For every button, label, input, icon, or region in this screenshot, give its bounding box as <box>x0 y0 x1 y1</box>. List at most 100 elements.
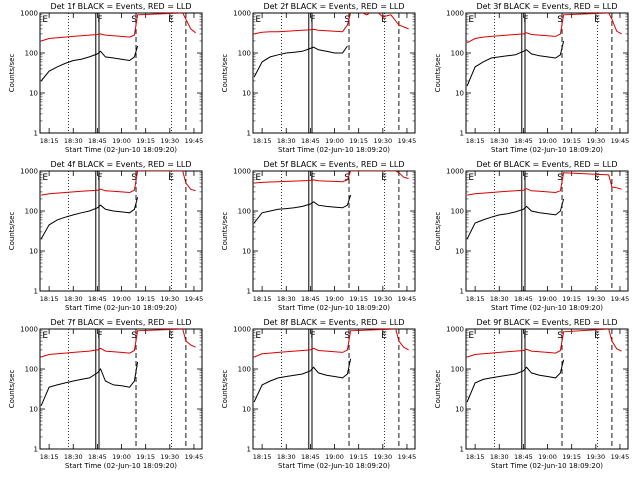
y-tick-label: 100 <box>451 50 464 58</box>
y-tick-label: 100 <box>238 50 251 58</box>
x-tick-label: 18:15 <box>466 137 485 145</box>
x-tick-label: 19:00 <box>325 137 344 145</box>
lld-series-line <box>466 329 622 358</box>
y-tick-label: 1000 <box>446 168 464 176</box>
x-tick-label: 19:30 <box>160 295 179 303</box>
panel-title: Det 7f BLACK = Events, RED = LLD <box>50 318 191 327</box>
plot-frame <box>465 170 629 292</box>
x-tick-label: 19:15 <box>136 295 155 303</box>
panel-title: Det 9f BLACK = Events, RED = LLD <box>476 318 617 327</box>
x-tick-label: 18:45 <box>514 453 533 461</box>
detector-panel: Det 7f BLACK = Events, RED = LLD 1 10 100 10… <box>8 318 203 470</box>
detector-panel: Det 6f BLACK = Events, RED = LLD 1 10 100 10… <box>434 160 629 312</box>
y-tick-label: 1 <box>247 288 251 296</box>
y-tick-label: 1000 <box>20 168 38 176</box>
flag-label-e: E <box>168 173 174 183</box>
x-tick-label: 19:45 <box>185 295 204 303</box>
y-tick-label: 1000 <box>233 10 251 18</box>
flag-label-e: E <box>255 173 261 183</box>
events-series-line <box>40 197 139 240</box>
flag-label-s: S <box>131 331 137 341</box>
flag-label-s: S <box>344 173 350 183</box>
x-tick-label: 18:45 <box>301 295 320 303</box>
detector-panel: Det 5f BLACK = Events, RED = LLD 1 10 100 10… <box>221 160 416 312</box>
y-tick-label: 1000 <box>233 326 251 334</box>
x-tick-label: 19:45 <box>398 453 417 461</box>
x-tick-label: 19:15 <box>562 453 581 461</box>
x-axis-label: Start Time (02-Jun-10 18:09:20) <box>65 462 177 470</box>
y-tick-label: 1 <box>247 130 251 138</box>
flag-label-f: F <box>310 331 315 341</box>
y-tick-label: 1000 <box>446 10 464 18</box>
y-axis-label: Counts/sec <box>221 54 229 93</box>
detector-panel: Det 8f BLACK = Events, RED = LLD 1 10 100 10… <box>221 318 416 470</box>
plot-frame <box>252 170 416 292</box>
x-tick-label: 18:45 <box>514 295 533 303</box>
y-tick-label: 10 <box>242 90 251 98</box>
x-tick-label: 18:15 <box>253 137 272 145</box>
lld-series-line <box>467 172 622 196</box>
x-tick-label: 18:30 <box>277 295 296 303</box>
x-tick-label: 19:30 <box>373 295 392 303</box>
y-tick-label: 100 <box>451 366 464 374</box>
x-tick-label: 19:15 <box>562 295 581 303</box>
x-tick-label: 18:15 <box>466 453 485 461</box>
x-axis-label: Start Time (02-Jun-10 18:09:20) <box>491 146 603 154</box>
x-tick-label: 19:15 <box>136 453 155 461</box>
y-tick-label: 1000 <box>20 10 38 18</box>
x-tick-label: 19:30 <box>160 453 179 461</box>
x-tick-label: 19:45 <box>185 137 204 145</box>
events-series-line <box>466 359 565 403</box>
y-axis-label: Counts/sec <box>221 370 229 409</box>
flag-label-e: E <box>168 331 174 341</box>
x-tick-label: 19:00 <box>538 137 557 145</box>
plot-frame <box>252 12 416 134</box>
y-tick-label: 1000 <box>233 168 251 176</box>
x-tick-label: 19:30 <box>160 137 179 145</box>
detector-panel: Det 9f BLACK = Events, RED = LLD 1 10 100 10… <box>434 318 629 470</box>
flag-label-e: E <box>594 15 600 25</box>
plot-frame <box>39 328 203 450</box>
y-tick-label: 100 <box>25 208 38 216</box>
y-tick-label: 100 <box>25 50 38 58</box>
y-tick-label: 10 <box>29 248 38 256</box>
flag-label-s: S <box>557 15 563 25</box>
x-tick-label: 18:15 <box>40 295 59 303</box>
panel-title: Det 4f BLACK = Events, RED = LLD <box>50 160 191 169</box>
x-tick-label: 18:30 <box>277 453 296 461</box>
x-tick-label: 19:30 <box>373 137 392 145</box>
x-tick-label: 19:00 <box>538 453 557 461</box>
x-tick-label: 18:15 <box>40 453 59 461</box>
y-axis-label: Counts/sec <box>221 212 229 251</box>
y-tick-label: 1 <box>460 130 464 138</box>
flag-label-e: E <box>381 15 387 25</box>
x-tick-label: 18:15 <box>40 137 59 145</box>
flag-label-e: E <box>468 331 474 341</box>
y-tick-label: 10 <box>455 406 464 414</box>
flag-label-f: F <box>523 173 528 183</box>
flag-label-f: F <box>97 173 102 183</box>
detector-panel: Det 4f BLACK = Events, RED = LLD 1 10 100 10… <box>8 160 203 312</box>
x-tick-label: 19:15 <box>136 137 155 145</box>
x-tick-label: 18:30 <box>490 137 509 145</box>
flag-label-s: S <box>557 173 563 183</box>
plot-frame <box>39 12 203 134</box>
y-axis-label: Counts/sec <box>8 54 16 93</box>
lld-series-line <box>254 171 409 184</box>
events-series-line <box>466 40 565 87</box>
flag-label-e: E <box>42 173 48 183</box>
x-tick-label: 19:15 <box>349 295 368 303</box>
x-axis-label: Start Time (02-Jun-10 18:09:20) <box>278 304 390 312</box>
x-tick-label: 18:45 <box>301 453 320 461</box>
events-series-line <box>40 45 139 82</box>
flag-label-s: S <box>131 15 137 25</box>
flag-label-f: F <box>97 331 102 341</box>
x-tick-label: 19:00 <box>325 453 344 461</box>
x-tick-label: 18:15 <box>466 295 485 303</box>
x-tick-label: 19:15 <box>349 453 368 461</box>
x-tick-label: 19:45 <box>185 453 204 461</box>
x-axis-label: Start Time (02-Jun-10 18:09:20) <box>65 304 177 312</box>
y-tick-label: 10 <box>242 406 251 414</box>
x-tick-label: 19:15 <box>349 137 368 145</box>
